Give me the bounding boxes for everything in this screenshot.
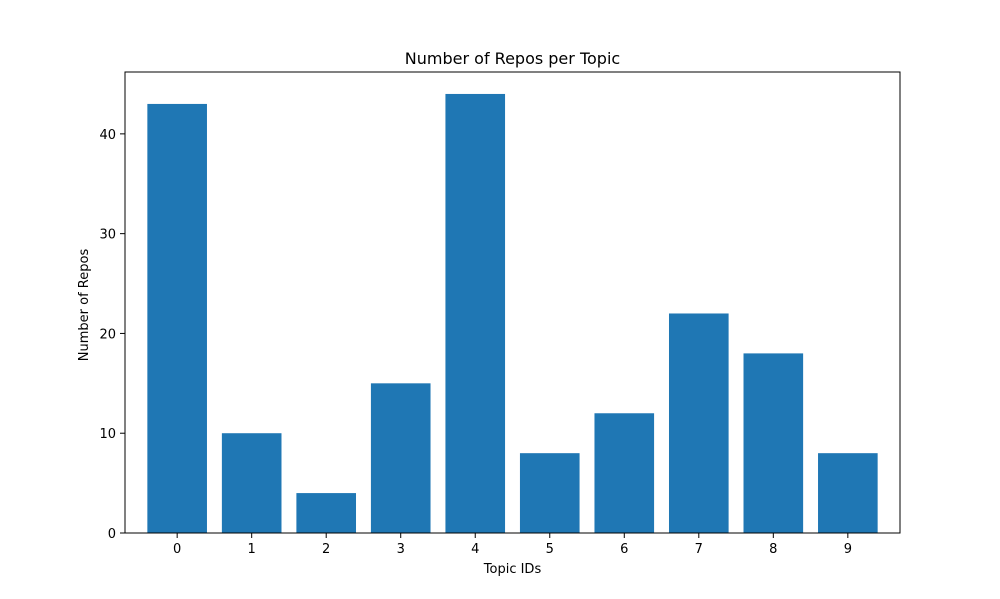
bars-group [147,93,878,534]
x-ticks-group: 0 1 2 3 4 5 6 7 8 9 [173,533,852,557]
x-axis-label: Topic IDs [483,562,542,577]
bar-topic-3 [370,383,431,533]
y-ticks-group: 0 10 20 30 40 [99,128,125,542]
x-tick-label-6: 6 [620,542,628,557]
x-tick-label-7: 7 [695,542,703,557]
bar-topic-8 [743,353,804,533]
bar-topic-9 [818,453,878,533]
plot-area-frame [124,71,901,534]
y-tick-label-30: 30 [99,228,116,243]
y-tick-label-40: 40 [99,128,116,143]
y-tick-label-10: 10 [99,427,116,442]
x-tick-label-2: 2 [322,542,330,557]
x-tick-label-5: 5 [546,542,554,557]
bar-topic-1 [221,433,282,533]
x-tick-label-9: 9 [844,542,852,557]
bar-topic-4 [445,93,506,533]
y-tick-label-20: 20 [99,327,116,342]
chart-title: Number of Repos per Topic [405,49,620,68]
bar-topic-6 [594,413,655,533]
x-tick-label-3: 3 [397,542,405,557]
bar-topic-7 [668,313,729,533]
bar-topic-2 [296,493,357,533]
y-axis-label: Number of Repos [77,249,92,362]
y-tick-label-0: 0 [108,527,116,542]
bar-topic-5 [519,453,580,533]
x-tick-label-8: 8 [769,542,777,557]
x-tick-label-4: 4 [471,542,479,557]
x-tick-label-1: 1 [248,542,256,557]
bar-topic-0 [147,103,207,534]
x-tick-label-0: 0 [173,542,181,557]
